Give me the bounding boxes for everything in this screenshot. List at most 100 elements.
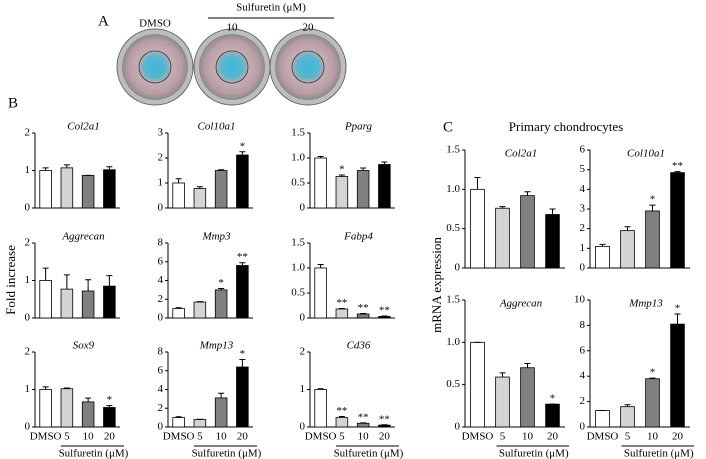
error-bar <box>63 274 70 290</box>
y-tick-label: 2 <box>300 346 306 358</box>
bar <box>81 290 95 319</box>
x-tick-label: 10 <box>647 431 659 443</box>
error-bar <box>599 243 606 247</box>
bar <box>335 417 349 428</box>
error-bar <box>338 174 345 177</box>
y-tick-label: 2 <box>158 402 164 414</box>
y-tick-label: 0 <box>300 421 306 433</box>
x-tick-label: 20 <box>379 431 391 443</box>
error-bar <box>175 178 182 183</box>
x-axis-label: Sulfuretin (μM) <box>334 448 404 459</box>
error-bar <box>175 307 182 309</box>
x-tick-label: DMSO <box>163 431 195 443</box>
panel-label: C <box>443 119 453 135</box>
x-tick-label: DMSO <box>462 431 494 443</box>
bar <box>645 378 660 428</box>
error-bar <box>218 392 225 398</box>
x-tick-label: 10 <box>83 431 95 443</box>
chart-title: Col10a1 <box>198 121 236 133</box>
significance-mark: * <box>107 394 113 406</box>
y-tick-label: 10 <box>574 294 586 306</box>
y-tick-label: 0.5 <box>291 177 305 189</box>
y-axis-label: Fold increase <box>3 245 18 315</box>
y-tick-label: 6 <box>580 144 586 156</box>
x-axis-label: Sulfuretin (μM) <box>59 448 129 459</box>
error-bar <box>624 404 631 407</box>
y-tick-label: 6 <box>158 364 164 376</box>
y-tick-label: 1 <box>25 164 31 176</box>
y-tick-label: 8 <box>580 319 586 331</box>
bar <box>356 422 370 428</box>
bar <box>314 157 327 209</box>
x-tick-label: 20 <box>237 431 249 443</box>
significance-mark: ** <box>358 411 369 423</box>
bar <box>172 417 185 428</box>
bar <box>314 267 327 319</box>
bar <box>236 154 249 209</box>
error-bar <box>674 313 681 325</box>
error-bar <box>317 264 324 268</box>
bar <box>378 316 391 319</box>
y-tick-label: 0.5 <box>446 378 460 390</box>
chart-title: Fabp4 <box>343 231 373 243</box>
y-tick-label: 2 <box>25 237 31 249</box>
y-tick-label: 0 <box>300 202 306 214</box>
y-tick-label: 8 <box>158 237 164 249</box>
y-tick-label: 0 <box>25 312 31 324</box>
panel-label: B <box>8 95 18 111</box>
bar <box>214 289 228 319</box>
error-bar <box>381 161 388 165</box>
y-tick-label: 3 <box>158 127 164 139</box>
bar <box>103 407 116 428</box>
bar <box>356 170 370 209</box>
x-axis-label: Sulfuretin (μM) <box>624 448 694 459</box>
x-tick-label: 20 <box>104 431 116 443</box>
bar <box>470 341 485 428</box>
y-tick-label: 1.5 <box>291 127 305 139</box>
y-tick-label: 1.0 <box>446 336 460 348</box>
x-tick-label: DMSO <box>30 431 62 443</box>
error-bar <box>85 397 92 402</box>
error-bar <box>624 226 631 231</box>
bar <box>595 245 610 269</box>
y-tick-label: 0 <box>25 421 31 433</box>
y-tick-label: 1.0 <box>291 152 305 164</box>
significance-mark: ** <box>672 160 683 172</box>
significance-mark: * <box>218 277 224 289</box>
chart-title: Col2a1 <box>505 148 537 160</box>
y-tick-label: 5 <box>580 163 586 175</box>
y-tick-label: 1 <box>300 383 306 395</box>
dish-images <box>116 17 347 106</box>
significance-mark: ** <box>379 413 390 425</box>
y-tick-label: 8 <box>158 346 164 358</box>
error-bar <box>218 287 225 290</box>
y-tick-label: 4 <box>158 383 164 395</box>
bar <box>620 406 635 428</box>
y-tick-label: 1.5 <box>446 294 460 306</box>
error-bar <box>317 156 324 158</box>
bar <box>103 285 116 319</box>
error-bar <box>524 191 531 196</box>
y-tick-label: 1.5 <box>291 237 305 249</box>
x-tick-label: 5 <box>500 431 506 443</box>
x-tick-label: 5 <box>197 431 203 443</box>
chart-title: Mmp13 <box>628 298 663 310</box>
y-tick-label: 0 <box>158 202 164 214</box>
bar <box>39 389 52 428</box>
bar <box>236 265 249 319</box>
y-tick-label: 0 <box>25 202 31 214</box>
significance-mark: * <box>240 140 246 152</box>
chart-title: Mmp13 <box>199 340 234 352</box>
y-tick-label: 0.5 <box>446 222 460 234</box>
y-tick-label: 0 <box>455 421 461 433</box>
y-tick-label: 1.0 <box>446 183 460 195</box>
y-tick-label: 6 <box>580 344 586 356</box>
x-tick-label: 10 <box>522 431 534 443</box>
bar <box>193 419 207 428</box>
y-tick-label: 0 <box>455 262 461 274</box>
x-tick-label: 5 <box>64 431 70 443</box>
significance-mark: * <box>675 303 681 315</box>
y-tick-label: 6 <box>158 255 164 267</box>
bar <box>193 301 207 319</box>
